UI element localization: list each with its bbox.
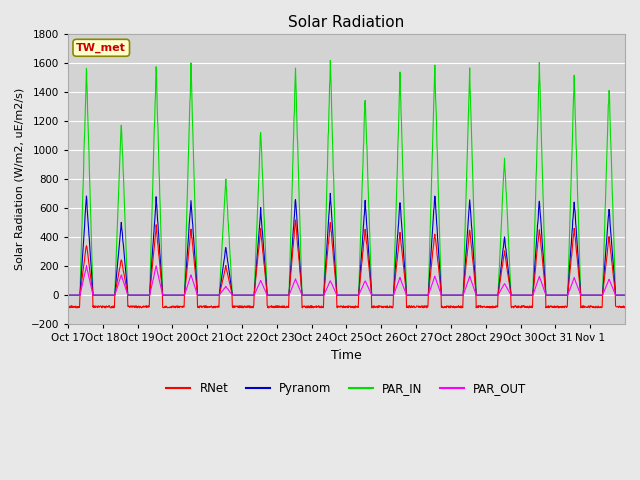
Pyranom bbox=[321, 269, 329, 275]
Title: Solar Radiation: Solar Radiation bbox=[289, 15, 404, 30]
PAR_OUT bbox=[332, 291, 340, 297]
RNet bbox=[621, 305, 629, 311]
Pyranom bbox=[614, 292, 622, 298]
PAR_IN bbox=[326, 58, 334, 63]
PAR_IN bbox=[332, 267, 340, 273]
Pyranom bbox=[151, 213, 159, 218]
PAR_OUT bbox=[83, 263, 90, 269]
Line: PAR_IN: PAR_IN bbox=[68, 60, 625, 295]
RNet bbox=[322, 272, 330, 277]
Y-axis label: Solar Radiation (W/m2, uE/m2/s): Solar Radiation (W/m2, uE/m2/s) bbox=[15, 88, 25, 270]
PAR_IN bbox=[614, 292, 622, 298]
RNet bbox=[486, 305, 494, 311]
Pyranom bbox=[621, 292, 629, 298]
PAR_OUT bbox=[64, 292, 72, 298]
PAR_OUT bbox=[322, 288, 330, 294]
RNet bbox=[478, 304, 486, 310]
X-axis label: Time: Time bbox=[331, 349, 362, 362]
PAR_IN bbox=[151, 101, 159, 107]
Line: RNet: RNet bbox=[68, 220, 625, 308]
Legend: RNet, Pyranom, PAR_IN, PAR_OUT: RNet, Pyranom, PAR_IN, PAR_OUT bbox=[162, 377, 531, 399]
PAR_IN bbox=[560, 292, 568, 298]
PAR_OUT bbox=[621, 292, 629, 298]
PAR_IN bbox=[64, 292, 72, 298]
PAR_IN bbox=[621, 292, 629, 298]
Line: Pyranom: Pyranom bbox=[68, 193, 625, 295]
PAR_OUT bbox=[560, 292, 568, 298]
Line: PAR_OUT: PAR_OUT bbox=[68, 266, 625, 295]
Pyranom bbox=[478, 292, 486, 298]
PAR_OUT bbox=[478, 292, 486, 298]
Pyranom bbox=[326, 191, 334, 196]
RNet bbox=[332, 284, 340, 290]
Pyranom bbox=[560, 292, 568, 298]
PAR_OUT bbox=[614, 292, 622, 298]
Text: TW_met: TW_met bbox=[76, 43, 126, 53]
RNet bbox=[292, 217, 300, 223]
RNet bbox=[560, 304, 568, 310]
Pyranom bbox=[332, 281, 340, 287]
PAR_IN bbox=[478, 292, 486, 298]
RNet bbox=[614, 305, 622, 311]
PAR_OUT bbox=[152, 266, 159, 272]
PAR_IN bbox=[321, 241, 329, 247]
Pyranom bbox=[64, 292, 72, 298]
RNet bbox=[64, 304, 72, 310]
RNet bbox=[151, 236, 159, 242]
